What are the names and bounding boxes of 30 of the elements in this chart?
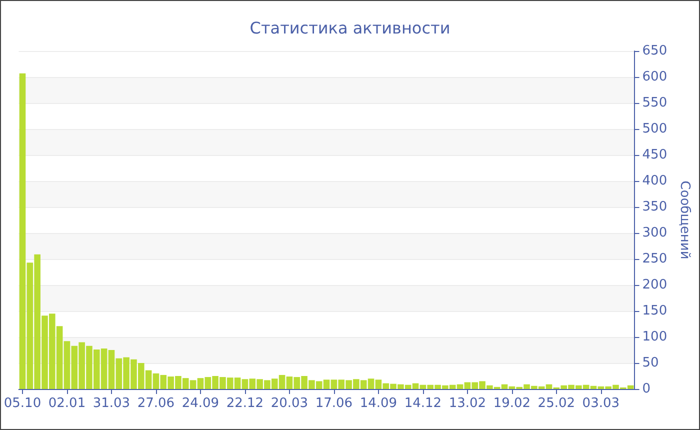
- y-tick-label: 650: [642, 44, 668, 58]
- y-tick-label: 400: [642, 174, 668, 188]
- y-axis-title: Сообщений: [677, 180, 692, 260]
- y-tick-label: 100: [642, 330, 668, 344]
- chart-title: Статистика активности: [250, 18, 450, 38]
- x-tick-label: 24.09: [182, 396, 220, 411]
- x-tick-label: 22.12: [226, 396, 264, 411]
- y-tick-label: 600: [642, 70, 668, 84]
- y-tick-label: 250: [642, 252, 668, 266]
- x-tick-label: 20.03: [270, 396, 308, 411]
- x-tick-label: 27.06: [137, 396, 175, 411]
- y-tick-label: 350: [642, 200, 668, 214]
- y-tick-label: 500: [642, 122, 668, 136]
- x-tick-label: 31.03: [92, 396, 130, 411]
- x-tick-label: 19.02: [493, 396, 531, 411]
- x-tick-label: 14.09: [360, 396, 398, 411]
- x-tick-label: 17.06: [315, 396, 353, 411]
- x-tick-label: 14.12: [404, 396, 442, 411]
- y-tick-label: 550: [642, 96, 668, 110]
- y-tick-label: 300: [642, 226, 668, 240]
- x-tick-label: 25.02: [538, 396, 576, 411]
- x-tick-label: 02.01: [48, 396, 86, 411]
- y-tick-label: 50: [642, 356, 659, 370]
- y-tick-label: 0: [642, 382, 651, 396]
- y-tick-label: 200: [642, 278, 668, 292]
- x-tick-label: 13.02: [448, 396, 486, 411]
- y-tick-label: 450: [642, 148, 668, 162]
- x-tick-label: 05.10: [4, 396, 42, 411]
- x-tick-label: 03.03: [582, 396, 620, 411]
- y-tick-label: 150: [642, 304, 668, 318]
